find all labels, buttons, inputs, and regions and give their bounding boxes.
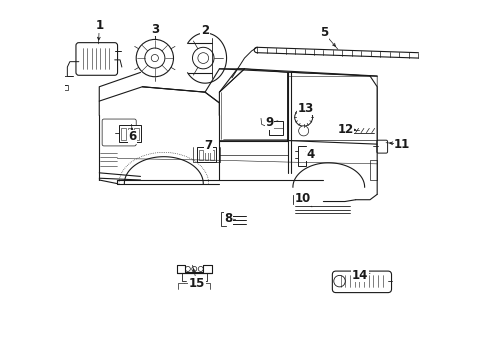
Circle shape [333,275,345,287]
Text: 8: 8 [224,212,232,225]
Bar [298,145,305,166]
Circle shape [136,40,173,77]
Text: 10: 10 [294,192,310,205]
Text: 12: 12 [337,123,353,136]
Bar [61,85,68,90]
Circle shape [185,266,190,271]
Bar [119,125,140,142]
Bar [292,195,309,204]
Text: 2: 2 [201,24,209,37]
Bar [204,149,208,159]
Text: 14: 14 [351,269,367,282]
Bar [221,212,226,226]
Bar [121,129,125,140]
Text: 15: 15 [188,277,205,290]
Circle shape [294,108,312,126]
Bar [134,129,139,140]
FancyBboxPatch shape [332,271,391,293]
Text: 1: 1 [95,19,103,32]
Text: 5: 5 [319,27,327,40]
Bar [268,121,283,135]
Text: 6: 6 [128,130,137,144]
FancyBboxPatch shape [76,42,117,75]
FancyBboxPatch shape [102,119,136,146]
Bar [196,147,216,162]
Circle shape [198,53,208,63]
Text: 7: 7 [204,139,212,152]
Circle shape [144,48,164,68]
Bar [199,149,202,159]
FancyBboxPatch shape [376,140,387,153]
Circle shape [198,266,203,271]
Text: 9: 9 [265,116,273,129]
Text: 4: 4 [306,148,314,161]
Circle shape [192,47,214,69]
Circle shape [298,126,308,136]
Text: 13: 13 [297,102,313,115]
Bar [369,160,376,180]
Circle shape [151,54,158,62]
Bar [127,129,132,140]
Text: 3: 3 [150,23,159,36]
Circle shape [191,266,196,271]
Text: 11: 11 [393,138,409,150]
Bar [210,149,214,159]
